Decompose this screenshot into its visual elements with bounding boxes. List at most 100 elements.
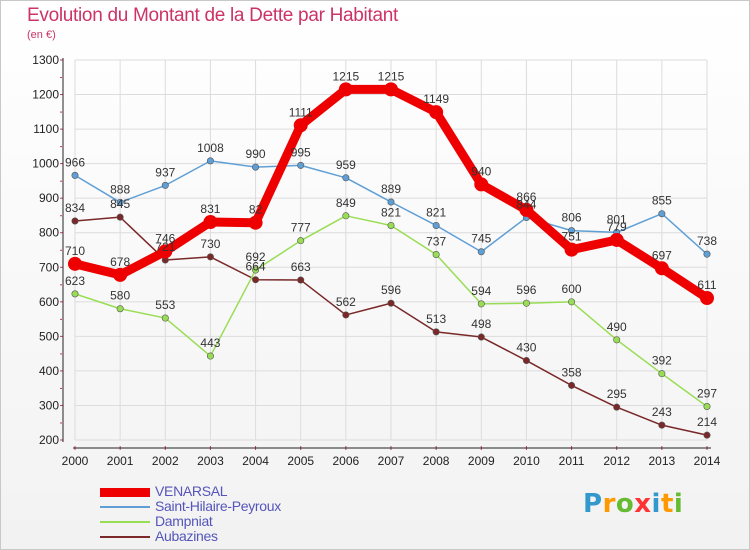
x-tick-label: 2006 (333, 454, 360, 468)
data-label: 844 (516, 198, 536, 212)
data-label: 297 (697, 386, 717, 400)
data-point (474, 177, 489, 192)
data-point (522, 357, 530, 365)
data-label: 849 (336, 196, 356, 210)
data-label: 214 (697, 415, 717, 429)
data-point (568, 227, 576, 235)
data-label: 594 (471, 284, 491, 298)
data-label: 730 (200, 237, 220, 251)
data-point (654, 261, 669, 276)
y-tick-label: 500 (39, 329, 59, 343)
data-point (297, 161, 305, 169)
data-point (613, 403, 621, 411)
data-point (658, 210, 666, 218)
data-point (658, 421, 666, 429)
data-point (161, 314, 169, 322)
data-point (609, 232, 624, 247)
data-label: 834 (65, 201, 85, 215)
data-label: 596 (381, 283, 401, 297)
data-label: 611 (697, 278, 716, 292)
data-point (432, 221, 440, 229)
data-label: 562 (336, 295, 356, 309)
data-label: 746 (155, 231, 175, 245)
data-point (158, 244, 173, 259)
y-tick-label: 200 (39, 433, 59, 447)
grid (74, 59, 708, 441)
data-point (71, 290, 79, 298)
data-point (342, 311, 350, 319)
x-tick-label: 2013 (649, 454, 676, 468)
data-label: 937 (155, 165, 175, 179)
data-label: 692 (246, 250, 266, 264)
data-label: 866 (516, 190, 536, 204)
data-point (387, 299, 395, 307)
data-point (252, 163, 260, 171)
data-label: 623 (65, 274, 85, 288)
data-label: 663 (291, 260, 311, 274)
x-tick-label: 2009 (468, 454, 495, 468)
data-point (477, 333, 485, 341)
data-label: 490 (607, 320, 627, 334)
data-label: 821 (381, 205, 401, 219)
x-tick-label: 2011 (559, 454, 585, 468)
data-point (297, 237, 305, 245)
series-group (68, 82, 714, 439)
data-label: 966 (65, 155, 85, 169)
data-label: 1215 (333, 69, 360, 83)
logo-letter: o (615, 489, 635, 519)
x-tick-label: 2001 (107, 454, 134, 468)
data-point (703, 402, 711, 410)
data-point (161, 181, 169, 189)
legend-label: Dampniat (155, 513, 213, 529)
data-point (432, 250, 440, 258)
data-point (342, 174, 350, 182)
data-point (703, 431, 711, 439)
data-point (658, 370, 666, 378)
x-tick-label: 2008 (423, 454, 450, 468)
legend-label: Saint-Hilaire-Peyroux (155, 498, 281, 514)
data-label: 513 (426, 312, 446, 326)
y-tick-label: 900 (39, 191, 59, 205)
data-point (338, 82, 353, 97)
data-label: 855 (652, 194, 672, 208)
data-label: 443 (200, 336, 220, 350)
x-tick-label: 2002 (152, 454, 179, 468)
axes: 200 300 400 500 600 700 800 900 1000 1100 1200 1300… (32, 53, 720, 468)
data-label: 430 (516, 341, 536, 355)
data-label: 600 (562, 282, 582, 296)
y-tick-label: 1200 (32, 88, 59, 102)
x-tick-label: 2005 (287, 454, 314, 468)
data-point (71, 171, 79, 179)
data-point (700, 291, 714, 306)
data-point (71, 217, 79, 225)
x-tick-label: 2004 (242, 454, 269, 468)
data-point (248, 215, 263, 230)
y-tick-label: 300 (39, 398, 59, 412)
data-label: 295 (607, 387, 627, 401)
x-tick-label: 2003 (197, 454, 224, 468)
data-label: 243 (652, 405, 672, 419)
data-label: 358 (562, 365, 582, 379)
legend-label: Aubazines (155, 528, 218, 544)
y-tick-label: 700 (39, 260, 59, 274)
x-tick-label: 2010 (513, 454, 540, 468)
data-label: 498 (471, 317, 491, 331)
legend-swatch (100, 536, 150, 538)
data-label: 995 (291, 145, 311, 159)
data-point (477, 300, 485, 308)
data-point (613, 336, 621, 344)
data-label: 82 (249, 203, 263, 217)
y-tick-label: 800 (39, 226, 59, 240)
data-point (703, 250, 711, 258)
data-point (387, 198, 395, 206)
data-label: 553 (155, 298, 175, 312)
data-point (568, 381, 576, 389)
data-label: 777 (291, 221, 311, 235)
data-label: 596 (516, 283, 536, 297)
proxiti-logo: Proxiti (583, 489, 683, 519)
data-label: 751 (562, 230, 582, 244)
legend-swatch (100, 506, 150, 508)
data-label: 664 (246, 260, 266, 274)
y-tick-label: 1300 (32, 53, 59, 67)
